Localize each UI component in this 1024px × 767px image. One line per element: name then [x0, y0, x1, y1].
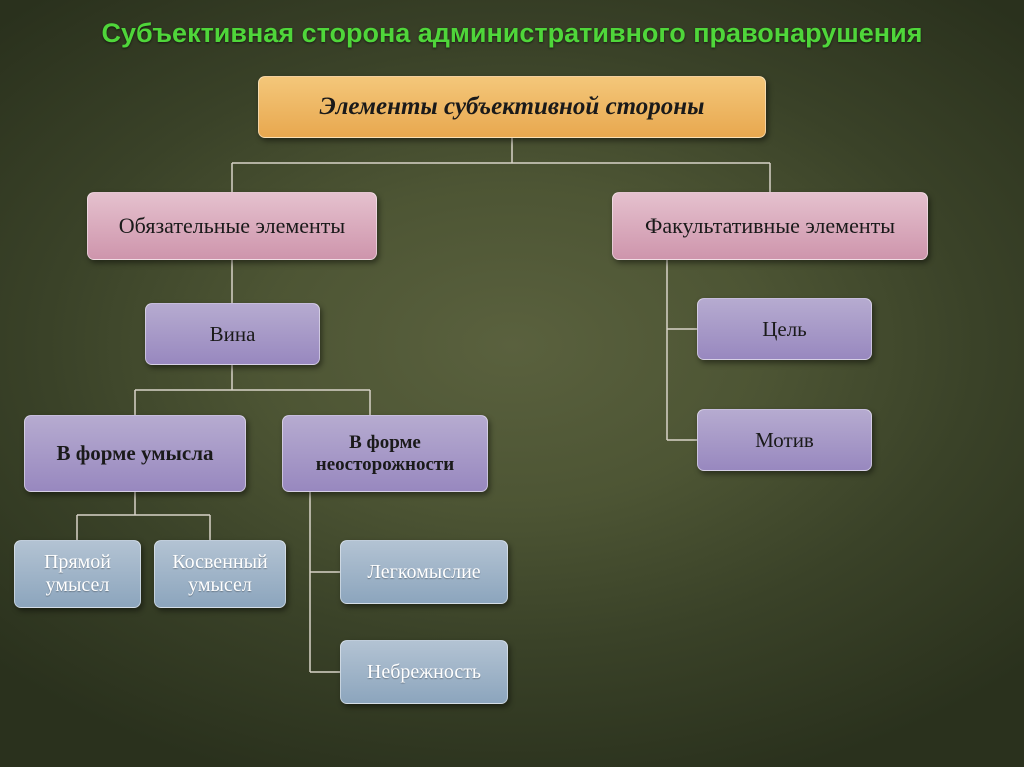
mandatory-node: Обязательные элементы	[87, 192, 377, 260]
carelessness-label: Небрежность	[367, 661, 481, 684]
guilt-node: Вина	[145, 303, 320, 365]
goal-node: Цель	[697, 298, 872, 360]
direct-intent-node: Прямой умысел	[14, 540, 141, 608]
optional-label: Факультативные элементы	[645, 213, 895, 239]
guilt-label: Вина	[210, 322, 256, 347]
intent-form-label: В форме умысла	[56, 441, 213, 466]
mandatory-label: Обязательные элементы	[119, 213, 345, 239]
negligence-form-node: В форме неосторожности	[282, 415, 488, 492]
frivolity-label: Легкомыслие	[367, 561, 480, 584]
frivolity-node: Легкомыслие	[340, 540, 508, 604]
carelessness-node: Небрежность	[340, 640, 508, 704]
indirect-intent-node: Косвенный умысел	[154, 540, 286, 608]
motive-node: Мотив	[697, 409, 872, 471]
indirect-intent-label: Косвенный умысел	[165, 551, 275, 597]
root-node: Элементы субъективной стороны	[258, 76, 766, 138]
goal-label: Цель	[762, 317, 807, 342]
optional-node: Факультативные элементы	[612, 192, 928, 260]
motive-label: Мотив	[755, 428, 814, 453]
slide-title: Субъективная сторона административного п…	[0, 18, 1024, 49]
direct-intent-label: Прямой умысел	[25, 551, 130, 597]
intent-form-node: В форме умысла	[24, 415, 246, 492]
negligence-form-label: В форме неосторожности	[293, 432, 477, 476]
root-label: Элементы субъективной стороны	[319, 93, 704, 121]
